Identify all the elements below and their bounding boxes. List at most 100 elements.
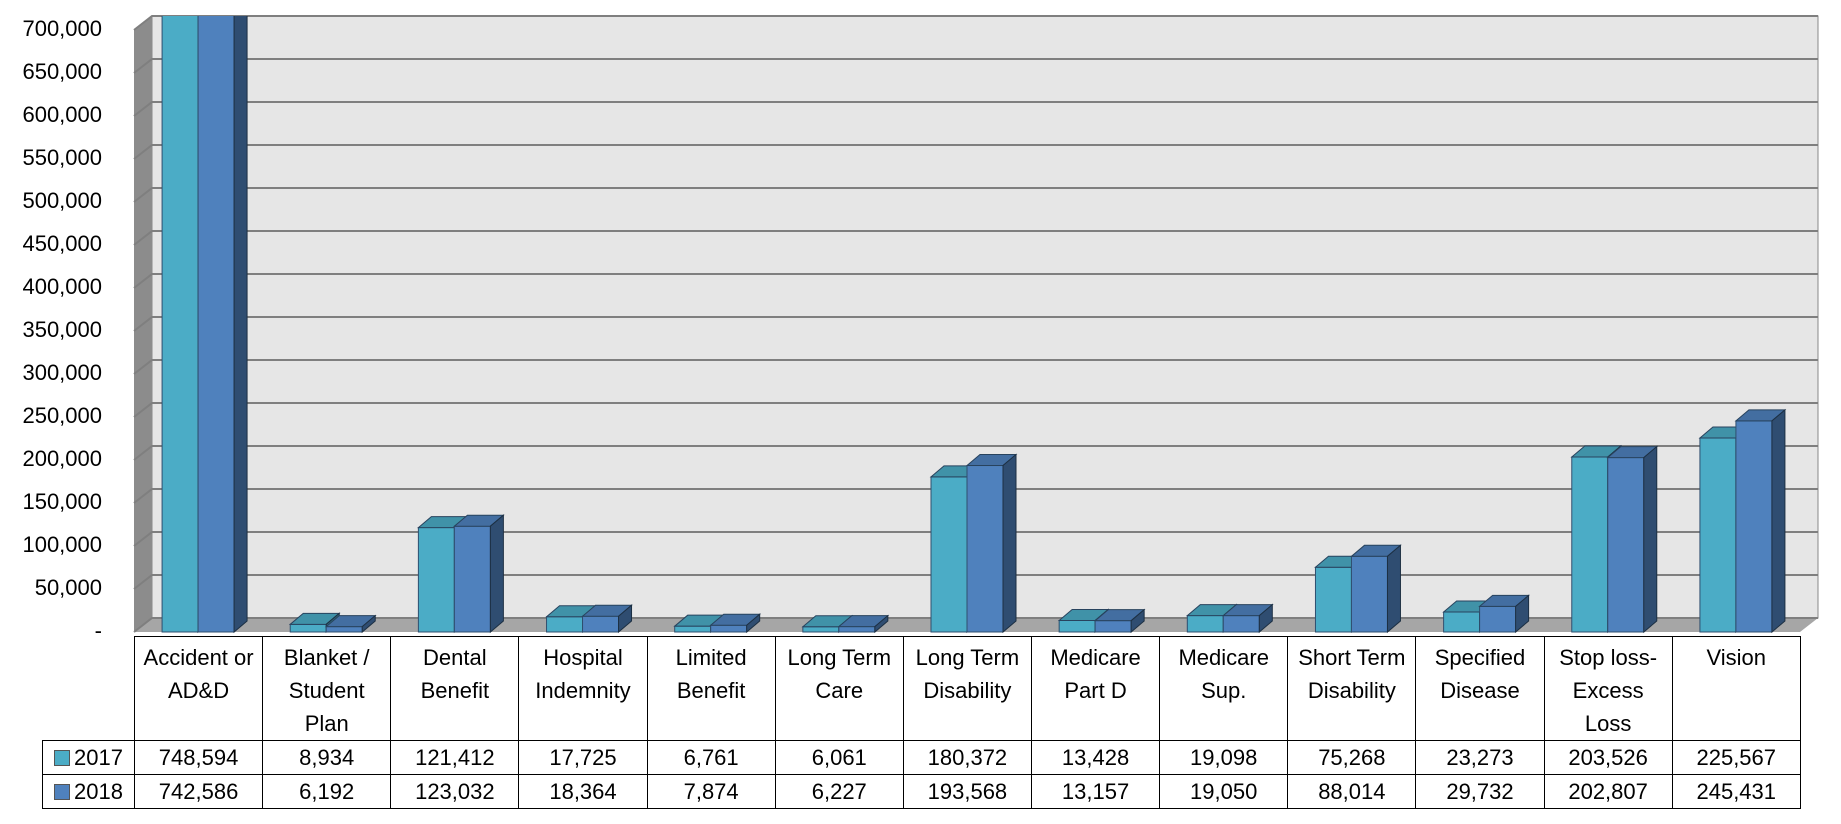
grid-line: [133, 101, 1818, 117]
bar: [1443, 611, 1481, 633]
bar: [546, 616, 584, 633]
value-label: 17,725: [518, 740, 648, 775]
y-tick-label: -: [95, 618, 102, 636]
value-label: 245,431: [1671, 774, 1801, 809]
value-label: 6,061: [774, 740, 904, 775]
bar: [417, 527, 455, 633]
category-label: Blanket / Student Plan: [262, 636, 392, 741]
legend-cell: 2017: [42, 740, 135, 775]
y-tick-label: 250,000: [22, 403, 102, 428]
grid-line: [133, 187, 1818, 203]
bar: [966, 465, 1004, 633]
category-label: Medicare Sup.: [1159, 636, 1289, 741]
value-label: 203,526: [1543, 740, 1673, 775]
value-label: 75,268: [1287, 740, 1417, 775]
category-label: Limited Benefit: [646, 636, 776, 741]
grid-line: [133, 230, 1818, 246]
grid-line: [133, 273, 1818, 289]
legend-cell: 2018: [42, 774, 135, 809]
y-tick-label: 700,000: [22, 16, 102, 41]
grid-line: [133, 402, 1818, 418]
bar: [930, 476, 968, 633]
bar-side: [618, 604, 633, 634]
bar-side: [1258, 603, 1273, 634]
grid-line: [133, 144, 1818, 160]
grid-line: [133, 574, 1818, 590]
value-label: 6,192: [262, 774, 392, 809]
y-tick-label: 300,000: [22, 360, 102, 385]
bar: [1094, 620, 1132, 633]
y-tick-label: 550,000: [22, 145, 102, 170]
value-label: 6,227: [774, 774, 904, 809]
value-label: 123,032: [390, 774, 520, 809]
value-label: 19,098: [1159, 740, 1289, 775]
value-label: 23,273: [1415, 740, 1545, 775]
bar: [1735, 420, 1773, 633]
grid-line: [133, 531, 1818, 547]
bar: [1699, 437, 1737, 633]
series-row: 2018 742,586 6,192 123,032 18,364 7,874 6,227 1…: [42, 774, 1801, 809]
y-tick-label: 100,000: [22, 532, 102, 557]
bar-side: [746, 613, 761, 634]
bar: [289, 623, 327, 633]
y-tick-label: 50,000: [35, 575, 102, 600]
bar: [1186, 615, 1224, 633]
value-label: 13,428: [1030, 740, 1161, 775]
legend-label: 2018: [74, 778, 123, 804]
bar-side: [1002, 453, 1017, 634]
category-label: Long Term Disability: [902, 636, 1032, 741]
bar-side: [361, 614, 376, 634]
bar: [1350, 555, 1388, 633]
bar: [802, 626, 840, 633]
legend-swatch: [54, 783, 71, 800]
corner: [42, 636, 135, 741]
bar-side: [1386, 544, 1401, 634]
grid-line: [133, 15, 1818, 31]
legend-label: 2017: [74, 744, 123, 770]
category-label: Dental Benefit: [390, 636, 520, 741]
category-label: Vision: [1671, 636, 1801, 741]
category-label: Short Term Disability: [1287, 636, 1417, 741]
value-label: 193,568: [902, 774, 1032, 809]
plot-background: - 50,000 100,000 150,000 200,000 250,000 300,0…: [22, 15, 1819, 636]
value-label: 18,364: [518, 774, 648, 809]
value-label: 7,874: [646, 774, 776, 809]
bar-side: [233, 16, 248, 634]
bar-side: [489, 514, 504, 634]
value-label: 88,014: [1287, 774, 1417, 809]
bar: [161, 16, 199, 633]
bar: [1571, 456, 1609, 633]
bar: [674, 625, 712, 633]
category-label: Accident or AD&D: [133, 636, 264, 741]
bar: [710, 624, 748, 633]
chart: - 50,000 100,000 150,000 200,000 250,000 300,0…: [22, 15, 1819, 636]
value-label: 180,372: [902, 740, 1032, 775]
bar: [1607, 457, 1645, 633]
y-tick-label: 150,000: [22, 489, 102, 514]
bar-side: [874, 614, 889, 634]
value-label: 8,934: [262, 740, 392, 775]
value-label: 29,732: [1415, 774, 1545, 809]
bar: [582, 615, 620, 633]
bar: [197, 16, 235, 633]
category-row: Accident or AD&D Blanket / Student Plan De…: [42, 636, 1801, 741]
series-row: 2017 748,594 8,934 121,412 17,725 6,761 6,061 1…: [42, 740, 1801, 775]
bar-side: [1515, 594, 1530, 634]
legend-swatch: [54, 749, 71, 766]
value-label: 748,594: [133, 740, 264, 775]
grid-line: [133, 316, 1818, 332]
y-tick-label: 350,000: [22, 317, 102, 342]
category-label: Stop loss- Excess Loss: [1543, 636, 1673, 741]
value-label: 202,807: [1543, 774, 1673, 809]
bar: [838, 626, 876, 633]
y-tick-label: 500,000: [22, 188, 102, 213]
value-label: 6,761: [646, 740, 776, 775]
value-label: 121,412: [390, 740, 520, 775]
category-label: Hospital Indemnity: [518, 636, 648, 741]
bar: [1314, 566, 1352, 633]
bar: [1479, 605, 1517, 633]
grid-line: [133, 58, 1818, 74]
value-label: 13,157: [1030, 774, 1161, 809]
category-label: Long Term Care: [774, 636, 904, 741]
